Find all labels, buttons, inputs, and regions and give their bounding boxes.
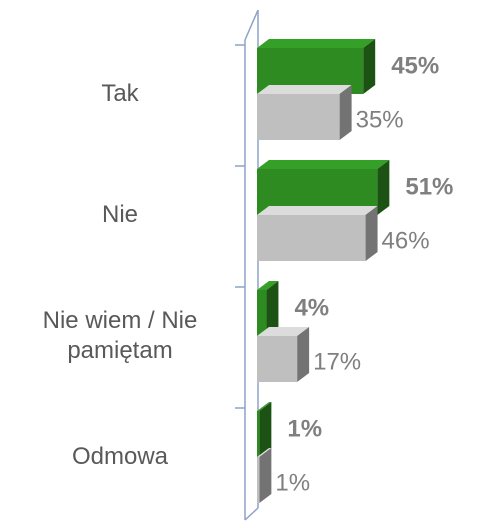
bar-side: [259, 448, 272, 503]
data-label: 1%: [287, 415, 322, 442]
data-label: 51%: [405, 173, 453, 200]
category-label: Odmowa: [71, 443, 169, 470]
bar-side: [297, 327, 310, 382]
bar: [257, 206, 378, 261]
bar-front: [257, 94, 340, 140]
bar-side: [259, 402, 272, 457]
data-label: 35%: [356, 106, 404, 133]
bar-side: [339, 85, 352, 140]
bar-front: [257, 336, 298, 382]
bar: [257, 85, 352, 140]
data-label: 1%: [275, 469, 310, 496]
bar-top: [257, 160, 390, 169]
bar-side: [365, 206, 378, 261]
bar-front: [257, 457, 260, 503]
bar-side: [363, 39, 376, 94]
bar-top: [257, 39, 376, 48]
bar-side: [266, 281, 279, 336]
bar-front: [257, 411, 260, 457]
data-label: 17%: [313, 348, 361, 375]
bar-top: [257, 206, 378, 215]
data-label: 4%: [294, 294, 329, 321]
bar-top: [257, 402, 272, 411]
bar: [257, 448, 272, 503]
bar-front: [257, 215, 366, 261]
category-label: Nie wiem / Nie pamiętam: [42, 307, 198, 364]
bar-top: [257, 327, 310, 336]
category-label: Tak: [101, 80, 139, 107]
axis-wall: [244, 9, 259, 41]
bar-top: [257, 281, 279, 290]
axis-wall: [244, 507, 259, 521]
data-label: 46%: [382, 227, 430, 254]
data-label: 45%: [391, 52, 439, 79]
bar: [257, 327, 310, 382]
bar-top: [257, 448, 272, 457]
bar: [257, 281, 279, 336]
category-label: Nie: [101, 201, 138, 228]
bar: [257, 402, 272, 457]
bar-top: [257, 85, 352, 94]
bar-side: [377, 160, 390, 215]
bar-front: [257, 290, 267, 336]
